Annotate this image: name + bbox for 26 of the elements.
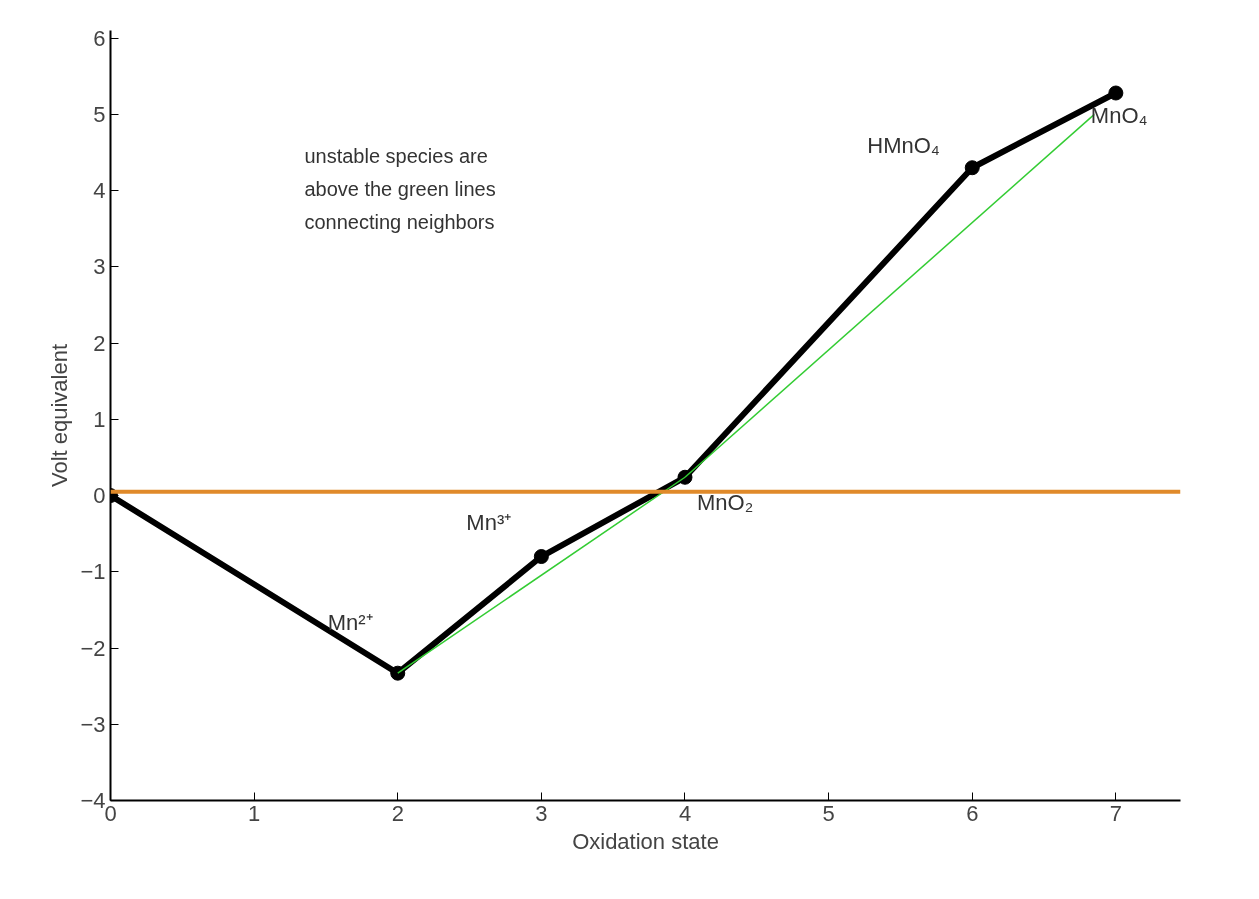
annotation: MnO₄: [1090, 103, 1148, 129]
y-tick-label: −4: [80, 788, 106, 813]
x-tick-label: 7: [1109, 800, 1122, 826]
annotation: Mn²⁺: [327, 610, 373, 636]
y-tick-label: 1: [93, 406, 106, 432]
y-tick-label: 3: [93, 254, 106, 280]
y-axis-title: Volt equivalent: [47, 343, 73, 488]
y-tick-label: 6: [93, 25, 106, 51]
annotation: unstable species are above the green lines connecting neighbors: [304, 144, 496, 233]
annotation: MnO₂: [697, 490, 754, 516]
y-tick-label: 2: [93, 330, 106, 356]
y-tick-label: −2: [80, 635, 106, 661]
y-tick-label: 5: [93, 101, 106, 127]
y-tick-label: 4: [93, 178, 106, 204]
y-tick-label: −1: [80, 559, 106, 585]
x-tick-label: 3: [535, 800, 548, 826]
x-tick-label: 1: [248, 800, 261, 826]
x-tick-label: 4: [678, 800, 692, 826]
y-tick-label: −3: [80, 711, 106, 737]
x-axis-title: Oxidation state: [572, 828, 719, 854]
x-tick-label: 6: [966, 800, 979, 826]
annotation: Mn³⁺: [466, 509, 512, 535]
y-tick-label: 0: [93, 483, 106, 509]
x-tick-label: 5: [822, 800, 835, 826]
x-tick-label: 2: [391, 800, 404, 826]
annotation: HMnO₄: [867, 132, 940, 158]
